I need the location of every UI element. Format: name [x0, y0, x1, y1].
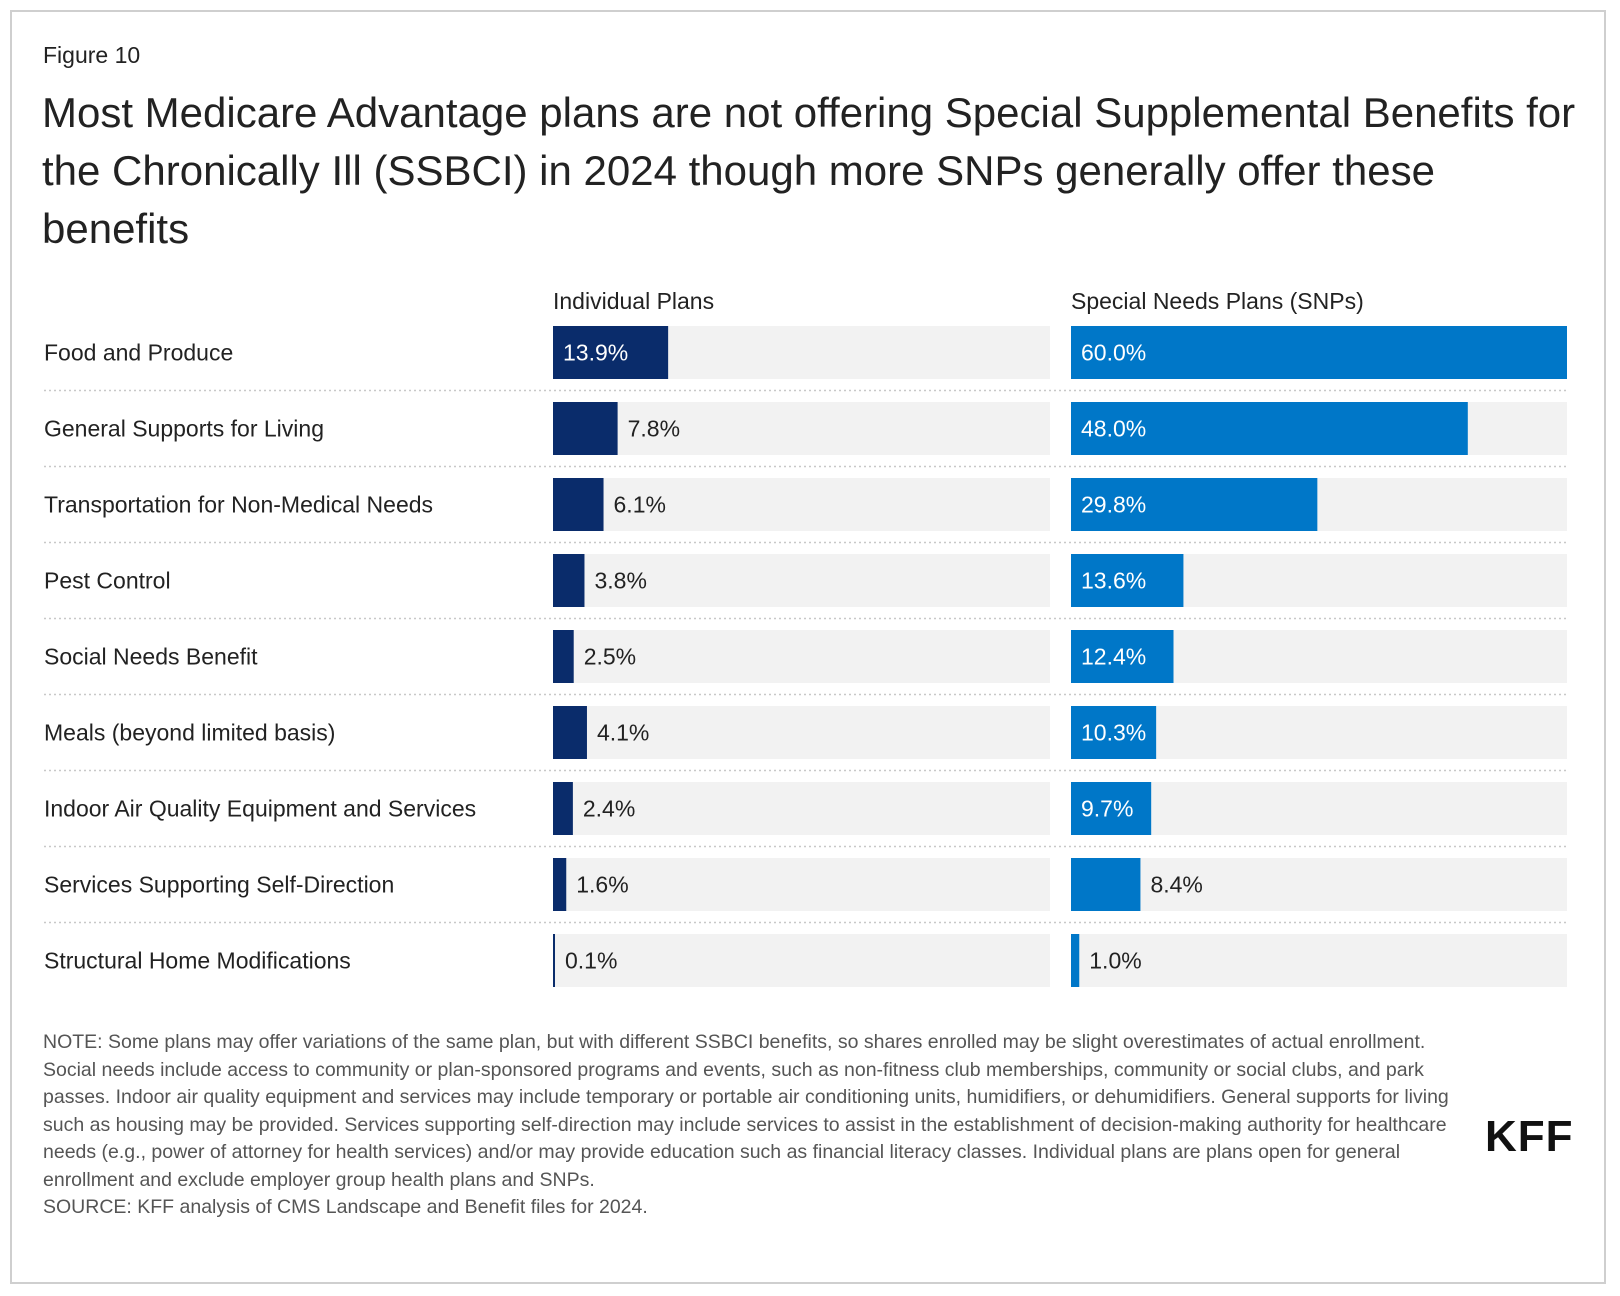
bar-track-individual — [553, 402, 1050, 455]
bar-snp — [1071, 782, 1152, 835]
data-label-snp: 12.4% — [1081, 644, 1146, 670]
data-label-individual: 2.5% — [584, 644, 636, 670]
bar-track-snp — [1071, 858, 1567, 911]
data-label-snp: 10.3% — [1081, 720, 1146, 746]
bar-track-snp — [1071, 782, 1567, 835]
data-label-individual: 13.9% — [563, 340, 628, 366]
bar-snp — [1071, 630, 1174, 683]
bar-snp — [1071, 934, 1080, 987]
data-label-individual: 0.1% — [565, 948, 617, 974]
data-label-snp: 8.4% — [1150, 872, 1202, 898]
bar-track-individual — [553, 554, 1050, 607]
data-label-individual: 6.1% — [614, 492, 666, 518]
bar-individual — [553, 402, 618, 455]
bar-snp — [1071, 402, 1468, 455]
data-label-individual: 3.8% — [594, 568, 646, 594]
kff-logo: KFF — [1485, 1112, 1574, 1161]
bar-track-individual — [553, 934, 1050, 987]
data-label-snp: 60.0% — [1081, 340, 1146, 366]
data-label-individual: 7.8% — [628, 416, 680, 442]
category-label: General Supports for Living — [44, 416, 324, 442]
bar-track-individual — [553, 858, 1050, 911]
bar-individual — [553, 478, 604, 531]
bar-individual — [553, 554, 585, 607]
bar-track-snp — [1071, 934, 1567, 987]
category-label: Meals (beyond limited basis) — [44, 720, 335, 746]
bar-track-individual — [553, 706, 1050, 759]
bar-snp — [1071, 478, 1318, 531]
bar-track-individual — [553, 630, 1050, 683]
bar-snp — [1071, 858, 1141, 911]
category-label: Pest Control — [44, 568, 171, 594]
notes-block: NOTE: Some plans may offer variations of… — [43, 1029, 1473, 1222]
series-header-snp: Special Needs Plans (SNPs) — [1071, 288, 1364, 314]
category-label: Food and Produce — [44, 340, 233, 366]
figure-label: Figure 10 — [43, 42, 141, 68]
source-text: SOURCE: KFF analysis of CMS Landscape an… — [43, 1196, 648, 1218]
note-text: NOTE: Some plans may offer variations of… — [43, 1031, 1449, 1191]
bar-snp — [1071, 554, 1184, 607]
data-label-snp: 9.7% — [1081, 796, 1133, 822]
bar-individual — [553, 326, 669, 379]
bar-snp — [1071, 706, 1157, 759]
data-label-snp: 29.8% — [1081, 492, 1146, 518]
data-label-snp: 13.6% — [1081, 568, 1146, 594]
data-label-snp: 48.0% — [1081, 416, 1146, 442]
data-label-individual: 1.6% — [576, 872, 628, 898]
bar-individual — [553, 706, 587, 759]
bar-track-individual — [553, 782, 1050, 835]
bar-individual — [553, 934, 555, 987]
figure-frame — [10, 10, 1606, 1284]
category-label: Transportation for Non-Medical Needs — [44, 492, 433, 518]
bar-chart: Individual Plans Special Needs Plans (SNP… — [44, 288, 1567, 987]
bar-individual — [553, 858, 567, 911]
bar-snp — [1071, 326, 1567, 379]
chart-title: Most Medicare Advantage plans are not of… — [42, 89, 1576, 252]
data-label-snp: 1.0% — [1089, 948, 1141, 974]
category-label: Social Needs Benefit — [44, 644, 258, 670]
bar-individual — [553, 630, 574, 683]
category-label: Indoor Air Quality Equipment and Service… — [44, 796, 476, 822]
series-header-individual: Individual Plans — [553, 288, 714, 314]
bar-individual — [553, 782, 573, 835]
data-label-individual: 2.4% — [583, 796, 635, 822]
data-label-individual: 4.1% — [597, 720, 649, 746]
category-label: Services Supporting Self-Direction — [44, 872, 394, 898]
category-label: Structural Home Modifications — [44, 948, 351, 974]
bar-track-individual — [553, 478, 1050, 531]
